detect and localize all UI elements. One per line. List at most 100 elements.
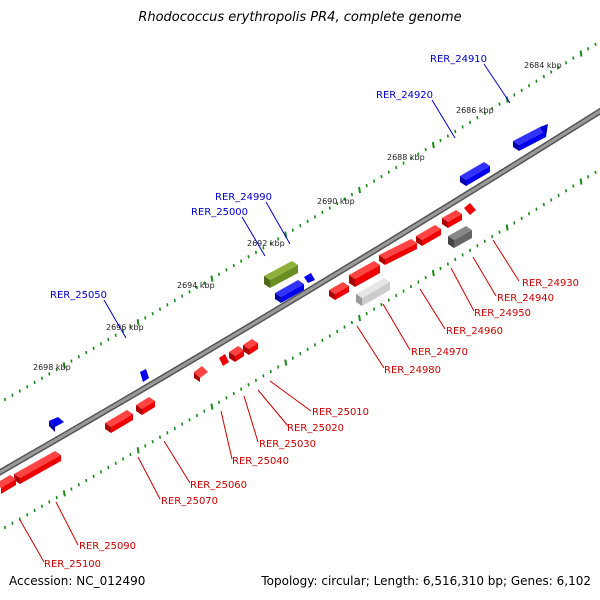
gene-label[interactable]: RER_25020 bbox=[287, 423, 344, 434]
tick-mark bbox=[321, 210, 324, 215]
gene-label[interactable]: RER_25030 bbox=[259, 439, 316, 450]
tick-mark bbox=[424, 147, 427, 152]
gene-arrow[interactable] bbox=[275, 280, 304, 303]
tick-mark bbox=[26, 385, 29, 389]
tick-mark bbox=[468, 248, 472, 252]
tick-mark bbox=[557, 193, 560, 198]
gene-arrow[interactable] bbox=[448, 226, 472, 248]
gene-label[interactable]: RER_25000 bbox=[191, 207, 248, 218]
tick-mark bbox=[277, 237, 280, 241]
tick-mark bbox=[557, 65, 560, 70]
tick-mark bbox=[181, 422, 184, 426]
gene-arrow[interactable] bbox=[442, 210, 462, 228]
tick-mark bbox=[3, 525, 7, 530]
gene-arrow[interactable] bbox=[464, 203, 476, 215]
tick-mark bbox=[564, 61, 568, 65]
gene-label[interactable]: RER_24920 bbox=[376, 90, 433, 101]
gene-arrow[interactable] bbox=[49, 417, 64, 432]
tick-mark bbox=[122, 329, 125, 333]
tick-mark bbox=[129, 324, 132, 329]
tick-mark bbox=[313, 343, 317, 347]
gene-label[interactable]: RER_25060 bbox=[190, 480, 247, 491]
tick-mark bbox=[542, 202, 545, 207]
gene-arrow[interactable] bbox=[14, 451, 61, 484]
tick-mark bbox=[62, 490, 66, 497]
gene-label[interactable]: RER_25090 bbox=[79, 541, 136, 552]
scale-label: 2696 kbp bbox=[106, 323, 144, 332]
tick-mark bbox=[454, 129, 457, 134]
gene-label[interactable]: RER_24910 bbox=[430, 54, 487, 65]
gene-label[interactable]: RER_24970 bbox=[411, 347, 468, 358]
tick-mark bbox=[254, 250, 258, 254]
tick-mark bbox=[210, 403, 214, 410]
tick-mark bbox=[387, 298, 390, 302]
tick-mark bbox=[395, 165, 398, 170]
gene-label[interactable]: RER_24950 bbox=[474, 308, 531, 319]
tick-mark bbox=[166, 303, 169, 307]
gene-arrow[interactable] bbox=[140, 369, 149, 382]
tick-mark bbox=[513, 93, 516, 97]
gene-label[interactable]: RER_24960 bbox=[446, 326, 503, 337]
gene-arrow[interactable] bbox=[329, 282, 349, 300]
gene-arrow[interactable] bbox=[136, 397, 155, 415]
gene-arrow[interactable] bbox=[0, 475, 16, 494]
tick-mark bbox=[373, 179, 376, 183]
gene-arrow[interactable] bbox=[349, 261, 380, 287]
tick-mark bbox=[313, 215, 317, 219]
gene-label[interactable]: RER_24940 bbox=[497, 293, 554, 304]
gene-arrow[interactable] bbox=[356, 278, 390, 306]
gene-arrow[interactable] bbox=[105, 410, 133, 433]
tick-mark bbox=[277, 365, 280, 369]
tick-mark bbox=[92, 474, 95, 478]
tick-mark bbox=[424, 275, 427, 280]
gene-arrow[interactable] bbox=[264, 261, 298, 288]
tick-mark bbox=[136, 447, 140, 454]
tick-mark bbox=[579, 50, 583, 57]
tick-mark bbox=[343, 197, 346, 201]
scale-label: 2698 kbp bbox=[33, 363, 71, 372]
tick-mark bbox=[33, 380, 36, 385]
tick-mark bbox=[225, 396, 228, 400]
gene-arrow[interactable] bbox=[219, 354, 229, 366]
tick-mark bbox=[491, 107, 494, 111]
tick-mark bbox=[218, 400, 221, 404]
gene-arrow[interactable] bbox=[379, 239, 417, 265]
tick-mark bbox=[181, 294, 184, 298]
tick-mark bbox=[535, 79, 538, 83]
gene-arrow[interactable] bbox=[416, 225, 441, 246]
gene-label[interactable]: RER_25050 bbox=[50, 290, 107, 301]
gene-label[interactable]: RER_24930 bbox=[522, 278, 579, 289]
tick-mark bbox=[380, 174, 383, 179]
tick-mark bbox=[431, 269, 435, 277]
tick-mark bbox=[48, 372, 51, 376]
gene-arrow[interactable] bbox=[513, 124, 548, 151]
tick-mark bbox=[572, 56, 575, 60]
gene-label[interactable]: RER_24990 bbox=[215, 192, 272, 203]
gene-arrow[interactable] bbox=[304, 273, 315, 283]
gene-label[interactable]: RER_25100 bbox=[44, 559, 101, 570]
gene-arrow[interactable] bbox=[194, 366, 208, 382]
tick-mark bbox=[151, 311, 154, 316]
tick-mark bbox=[122, 457, 125, 461]
scale-label: 2686 kbp bbox=[456, 106, 494, 115]
gene-arrow[interactable] bbox=[229, 346, 244, 362]
forward-genes bbox=[49, 124, 548, 432]
gene-arrow[interactable] bbox=[460, 162, 490, 186]
gene-label[interactable]: RER_25010 bbox=[312, 407, 369, 418]
tick-mark bbox=[321, 338, 324, 343]
tick-mark bbox=[247, 383, 250, 387]
gene-label[interactable]: RER_25070 bbox=[161, 496, 218, 507]
gene-label[interactable]: RER_24980 bbox=[384, 365, 441, 376]
tick-mark bbox=[446, 134, 449, 138]
gene-label[interactable]: RER_25040 bbox=[232, 456, 289, 467]
tick-mark bbox=[358, 314, 362, 322]
tick-mark bbox=[107, 337, 110, 342]
gene-arrow[interactable] bbox=[243, 339, 258, 355]
tick-mark bbox=[269, 369, 272, 374]
tick-mark bbox=[528, 84, 531, 88]
tick-mark bbox=[520, 216, 523, 220]
tick-mark bbox=[225, 268, 228, 272]
tick-mark bbox=[439, 266, 442, 271]
tick-mark bbox=[173, 298, 176, 303]
